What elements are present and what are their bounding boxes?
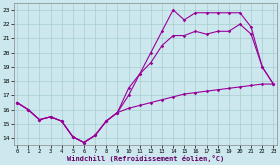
X-axis label: Windchill (Refroidissement éolien,°C): Windchill (Refroidissement éolien,°C) [67, 155, 224, 162]
